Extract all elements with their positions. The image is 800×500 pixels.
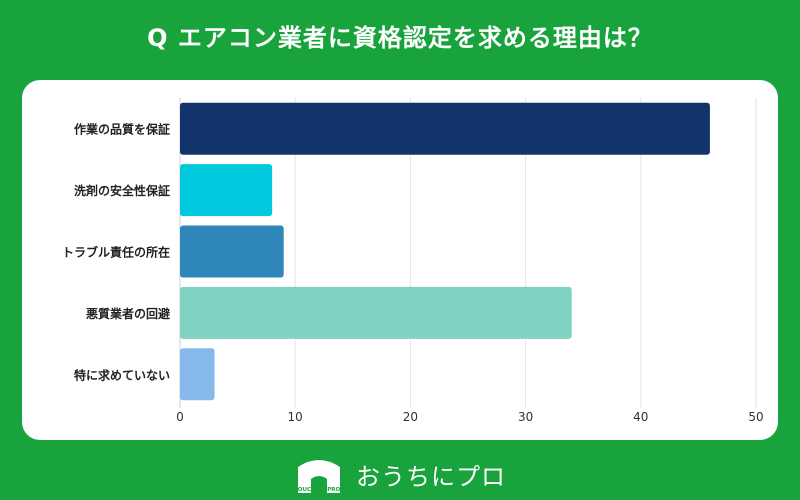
footer: OUCHI ni PRO おうちにプロ [0, 448, 800, 500]
bar [180, 348, 215, 401]
category-label: 作業の品質を保証 [74, 122, 170, 137]
bar-chart: 0 10 20 30 40 50 作業の品質を保証洗剤の安全性保証トラブル責任の所在悪質業者… [62, 98, 764, 424]
bar [180, 286, 572, 339]
x-tick-label: 30 [518, 410, 533, 424]
category-label: 洗剤の安全性保証 [74, 183, 170, 198]
chart-title: Q エアコン業者に資格認定を求める理由は？ [147, 24, 653, 52]
x-tick-label: 10 [288, 410, 303, 424]
logo-text: OUCHI ni PRO [298, 487, 341, 493]
bar [180, 164, 273, 217]
category-label: トラブル責任の所在 [62, 245, 170, 260]
brand-name: おうちにプロ [356, 462, 506, 491]
house-logo-icon: OUCHI ni PRO [294, 453, 344, 495]
bar [180, 225, 284, 278]
x-tick-label: 20 [403, 410, 418, 424]
category-label: 特に求めていない [74, 367, 170, 382]
category-label: 悪質業者の回避 [86, 306, 170, 321]
bar [180, 102, 710, 155]
x-tick-label: 50 [748, 410, 763, 424]
x-tick-label: 40 [633, 410, 648, 424]
x-tick-label: 0 [176, 410, 184, 424]
